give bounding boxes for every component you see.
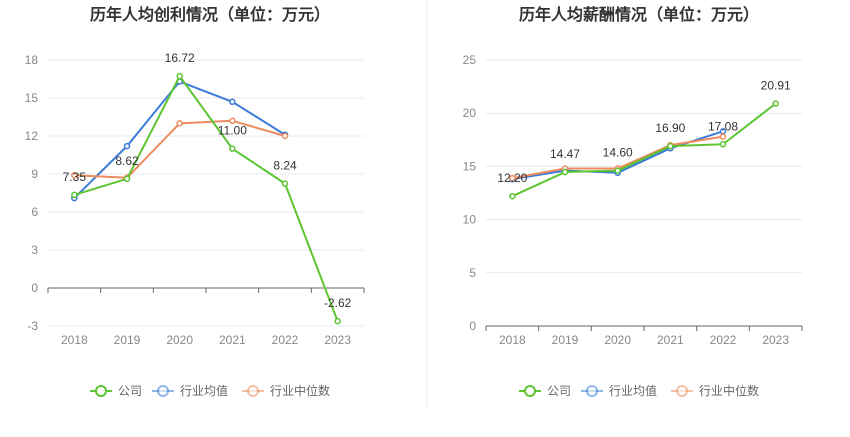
salary-legend-marker [676, 385, 688, 397]
profit-x-tick-label: 2022 [272, 333, 299, 347]
profit-company-point [123, 175, 131, 183]
profit-data-label: 8.62 [115, 154, 139, 168]
salary-y-tick-label: 15 [463, 159, 477, 173]
salary-industry-median-point [509, 174, 516, 182]
profit-legend-item: 行业中位数 [242, 383, 330, 398]
profit-company-point [71, 191, 78, 199]
profit-data-label: 16.72 [165, 51, 195, 65]
profit-chart: 历年人均创利情况（单位：万元） -3 0 3 6 9 12 15 18 2018 2019 2020… [25, 5, 365, 398]
profit-legend-item: 公司 [90, 384, 142, 398]
profit-legend-item: 行业均值 [152, 383, 228, 398]
salary-legend-label: 行业中位数 [699, 383, 759, 398]
profit-data-label: 11.00 [218, 124, 247, 138]
salary-legend-item: 行业均值 [581, 383, 657, 398]
profit-y-tick-label: 0 [31, 281, 38, 295]
profit-company-point [281, 180, 289, 187]
profit-x-tick-label: 2018 [61, 333, 88, 347]
salary-data-labels: 12.20 14.47 14.60 16.90 17.08 20.91 [497, 79, 791, 186]
profit-chart-title: 历年人均创利情况（单位：万元） [90, 5, 330, 24]
profit-industry-mean-point [229, 98, 236, 106]
salary-y-tick-label: 25 [463, 53, 477, 67]
profit-industry-median-point [281, 132, 289, 140]
salary-grid [486, 59, 802, 327]
profit-industry-median-point [176, 120, 183, 127]
salary-series [509, 100, 779, 200]
profit-legend-marker [247, 385, 259, 397]
salary-x-tick-label: 2020 [604, 333, 631, 347]
salary-x-tick-label: 2022 [710, 333, 737, 347]
profit-x-tick-label: 2021 [219, 333, 246, 347]
profit-industry-mean-line [73, 80, 286, 199]
salary-x-tick-label: 2018 [499, 333, 526, 347]
salary-x-tick-label: 2019 [552, 333, 579, 347]
salary-chart: 历年人均薪酬情况（单位：万元） 0 5 10 15 20 25 2018 2019 2020 20… [463, 5, 803, 398]
salary-legend-item: 公司 [519, 384, 571, 398]
salary-data-label: 14.47 [550, 147, 580, 161]
salary-x-tick-label: 2021 [657, 333, 684, 347]
profit-data-label: 7.35 [63, 170, 87, 184]
salary-y-tick-label: 10 [463, 213, 477, 227]
profit-industry-median-line [74, 119, 286, 179]
profit-y-tick-label: 18 [25, 53, 39, 67]
profit-data-labels: 7.35 8.62 16.72 11.00 8.24 -2.62 [63, 51, 352, 310]
profit-y-tick-label: 12 [25, 129, 39, 143]
profit-y-tick-label: 6 [31, 205, 38, 219]
profit-x-tick-label: 2020 [166, 333, 193, 347]
salary-industry-median-point [719, 133, 727, 140]
salary-company-line [511, 102, 777, 198]
salary-data-label: 12.20 [497, 171, 527, 185]
profit-legend-label: 行业均值 [180, 383, 228, 398]
salary-data-label: 16.90 [655, 121, 685, 135]
profit-x-tick-label: 2019 [114, 333, 141, 347]
salary-x-tick-label: 2023 [762, 333, 789, 347]
salary-data-label: 17.08 [708, 119, 738, 133]
salary-data-label: 14.60 [603, 146, 633, 160]
salary-chart-title: 历年人均薪酬情况（单位：万元） [519, 5, 759, 24]
profit-y-tick-label: 9 [31, 167, 38, 181]
profit-legend-label: 公司 [118, 384, 142, 398]
profit-data-label: -2.62 [324, 296, 352, 310]
profit-legend-marker [95, 385, 107, 397]
salary-legend-marker [586, 385, 598, 397]
profit-company-point [229, 145, 236, 152]
salary-legend-marker [524, 385, 536, 397]
salary-company-point [561, 168, 569, 176]
profit-industry-median-point [71, 172, 78, 179]
salary-legend: 公司 行业均值 行业中位数 [519, 383, 759, 398]
profit-company-point [176, 72, 183, 80]
salary-company-point [614, 167, 621, 174]
profit-series [71, 72, 341, 325]
profit-y-tick-label: -3 [27, 319, 38, 333]
profit-company-line [74, 75, 339, 322]
salary-y-tick-label: 0 [469, 319, 476, 333]
salary-company-point [509, 192, 516, 200]
salary-y-tick-label: 5 [469, 266, 476, 280]
profit-industry-median-point [229, 117, 236, 125]
profit-legend-marker [157, 385, 169, 397]
profit-axis: -3 0 3 6 9 12 15 18 2018 2019 2020 2021 2022 2023 [25, 53, 365, 347]
profit-x-tick-label: 2023 [324, 333, 351, 347]
salary-company-point [772, 100, 779, 107]
salary-axis: 0 5 10 15 20 25 2018 2019 2020 2021 2022 2023 [463, 53, 803, 347]
salary-legend-label: 行业均值 [609, 383, 657, 398]
salary-company-point [667, 142, 674, 150]
profit-data-label: 8.24 [273, 159, 297, 173]
salary-legend-item: 行业中位数 [671, 383, 759, 398]
salary-company-point [719, 141, 727, 148]
profit-company-point [334, 317, 341, 325]
profit-y-tick-label: 15 [25, 91, 39, 105]
profit-legend: 公司 行业均值 行业中位数 [90, 383, 330, 398]
profit-legend-label: 行业中位数 [270, 383, 330, 398]
profit-grid [48, 59, 364, 327]
profit-y-tick-label: 3 [31, 243, 38, 257]
salary-data-label: 20.91 [761, 79, 791, 93]
salary-legend-label: 公司 [547, 384, 571, 398]
profit-industry-mean-point [123, 142, 131, 150]
salary-y-tick-label: 20 [463, 106, 477, 120]
